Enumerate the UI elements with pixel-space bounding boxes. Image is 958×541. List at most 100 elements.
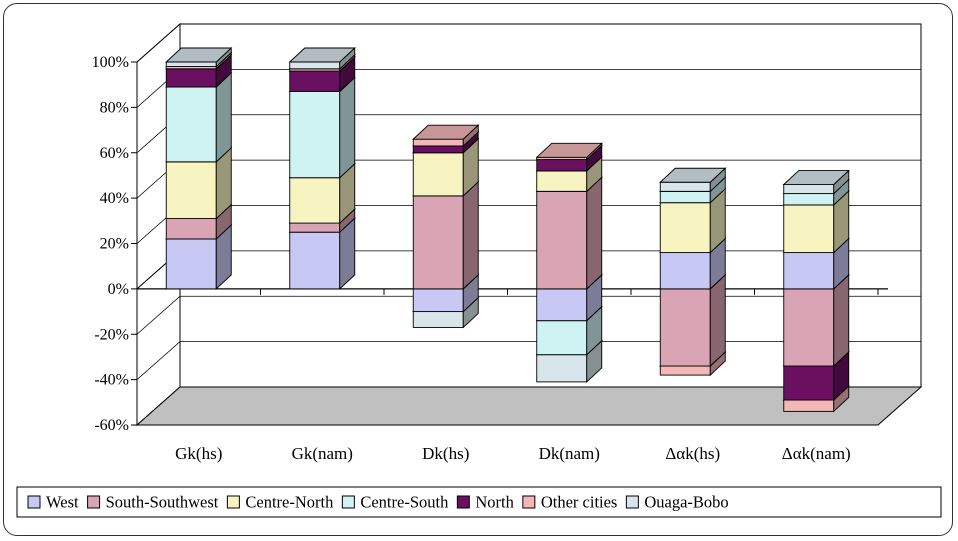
- bar-segment-south-southwest: [535, 176, 603, 290]
- bar-top: [782, 170, 850, 185]
- y-tick-label: 100%: [92, 54, 129, 71]
- legend-label: North: [475, 493, 514, 512]
- bar-front: [659, 365, 711, 376]
- legend-swatch: [456, 495, 470, 509]
- y-tick-label: 0%: [108, 281, 129, 298]
- bars: [165, 46, 850, 413]
- bar-front: [165, 61, 217, 67]
- y-tick-label: 20%: [100, 236, 129, 253]
- bar-segment-ouaga-bobo: [659, 167, 727, 193]
- y-tick-label: 60%: [100, 145, 129, 162]
- bar-front: [412, 145, 464, 154]
- bar-front: [536, 320, 588, 356]
- legend-swatch: [226, 495, 240, 509]
- legend-swatch: [341, 495, 355, 509]
- legend-box: [16, 486, 942, 518]
- bar-front: [659, 252, 711, 290]
- chart-floor: [135, 386, 923, 426]
- bar-side: [833, 273, 850, 368]
- x-tick-label: Gk(nam): [292, 444, 353, 463]
- bar-front: [783, 288, 835, 367]
- legend-label: West: [46, 493, 79, 512]
- legend-swatch: [27, 495, 41, 509]
- legend-swatch: [522, 495, 536, 509]
- bar-segment-ouaga-bobo: [288, 46, 356, 70]
- x-tick-label: Δαk(hs): [665, 444, 720, 463]
- bar-top: [165, 47, 233, 63]
- legend-label: Centre-South: [360, 493, 449, 512]
- bar-segment-other-cities: [412, 124, 480, 147]
- bar-front: [289, 177, 341, 224]
- bar-front: [659, 181, 711, 192]
- bar-side: [462, 180, 479, 290]
- bar-front: [165, 238, 217, 290]
- axes: [131, 61, 888, 426]
- bar-front: [536, 354, 588, 383]
- bar-front: [412, 138, 464, 147]
- legend-item-ouaga-bobo: Ouaga-Bobo: [625, 493, 729, 512]
- bar-front: [412, 311, 464, 328]
- legend-item-centre-south: Centre-South: [341, 493, 449, 512]
- bar-front: [165, 161, 217, 219]
- bar-front: [289, 222, 341, 233]
- x-tick-label: Dk(nam): [539, 444, 600, 463]
- bar-side: [709, 273, 726, 368]
- y-tick-label: -60%: [94, 417, 129, 434]
- bar-top: [412, 124, 480, 140]
- legend: West South-Southwest Centre-North Centre-So…: [16, 486, 942, 518]
- bar-segment-centre-south: [288, 76, 356, 179]
- bar-front: [536, 288, 588, 322]
- bar-front: [536, 159, 588, 172]
- x-tick-label: Dk(hs): [422, 444, 469, 463]
- bar-front: [659, 288, 711, 367]
- bar-top: [288, 47, 356, 63]
- bar-front: [659, 190, 711, 204]
- bar-side: [339, 76, 356, 179]
- bar-segment-centre-north: [165, 146, 233, 220]
- bar-front: [165, 218, 217, 240]
- bar-front: [289, 231, 341, 290]
- legend-label: Centre-North: [245, 493, 334, 512]
- bar-segment-other-cities: [535, 142, 603, 161]
- bar-front: [536, 170, 588, 192]
- bar-segment-ouaga-bobo: [165, 46, 233, 68]
- bar-top: [535, 142, 603, 158]
- x-tick-label: Gk(hs): [175, 444, 222, 463]
- bar-front: [412, 195, 464, 290]
- bar-side: [586, 176, 603, 290]
- legend-item-west: West: [27, 493, 79, 512]
- legend-label: Other cities: [541, 493, 618, 512]
- y-tick-label: -20%: [94, 326, 129, 343]
- y-tick-label: -40%: [94, 372, 129, 389]
- legend-item-centre-north: Centre-North: [226, 493, 334, 512]
- gridline: [136, 23, 921, 63]
- bar-front: [783, 193, 835, 206]
- legend-label: Ouaga-Bobo: [644, 493, 728, 512]
- x-tick-labels: Gk(hs) Gk(nam) Dk(hs) Dk(nam) Δαk(hs) Δαk(nam…: [175, 444, 851, 463]
- y-tick-label: 40%: [100, 190, 129, 207]
- floor: [135, 386, 923, 426]
- bar-front: [412, 152, 464, 197]
- bar-side: [215, 71, 232, 163]
- legend-item-other-cities: Other cities: [522, 493, 618, 512]
- bar-front: [659, 202, 711, 254]
- x-tick-label: Δαk(nam): [782, 444, 851, 463]
- bar-front: [165, 68, 217, 88]
- bar-front: [289, 91, 341, 179]
- legend-item-north: North: [456, 493, 515, 512]
- legend-swatch: [625, 495, 639, 509]
- bar-front: [783, 184, 835, 195]
- bar-front: [165, 86, 217, 163]
- y-tick-labels: 100% 80% 60% 40% 20% 0% -20% -40% -60%: [92, 54, 129, 434]
- legend-label: South-Southwest: [106, 493, 219, 512]
- bar-front: [412, 288, 464, 313]
- bar-front: [289, 70, 341, 92]
- bar-front: [783, 252, 835, 290]
- bar-front: [783, 399, 835, 412]
- bar-top: [659, 167, 727, 183]
- bar-segment-south-southwest: [412, 180, 480, 290]
- legend-swatch: [87, 495, 101, 509]
- bar-front: [536, 190, 588, 290]
- bar-front: [783, 365, 835, 401]
